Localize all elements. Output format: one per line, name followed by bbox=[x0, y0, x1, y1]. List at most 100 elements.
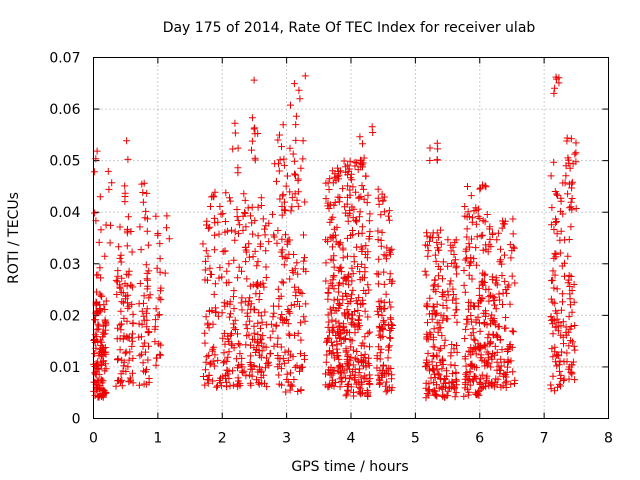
data-point bbox=[283, 255, 291, 262]
data-point bbox=[439, 302, 447, 309]
data-point bbox=[258, 339, 266, 347]
data-point bbox=[479, 181, 486, 189]
data-point bbox=[143, 189, 151, 197]
data-point bbox=[510, 244, 518, 252]
data-point bbox=[366, 343, 373, 351]
data-point bbox=[563, 358, 571, 366]
data-point bbox=[374, 311, 382, 319]
data-point bbox=[469, 376, 477, 384]
data-point bbox=[482, 307, 489, 315]
data-point bbox=[509, 243, 517, 251]
data-point bbox=[215, 230, 223, 238]
data-point bbox=[551, 250, 559, 258]
data-point bbox=[301, 254, 308, 262]
data-point bbox=[449, 285, 457, 293]
data-point bbox=[330, 263, 338, 271]
data-point bbox=[363, 254, 371, 262]
data-point bbox=[351, 329, 359, 337]
data-point bbox=[106, 239, 114, 247]
data-point bbox=[143, 285, 151, 293]
data-point bbox=[433, 392, 441, 400]
data-point bbox=[430, 325, 438, 333]
data-point bbox=[439, 258, 447, 266]
data-point bbox=[572, 158, 580, 166]
plot-frame bbox=[93, 57, 609, 419]
data-point bbox=[383, 378, 391, 386]
data-point bbox=[358, 260, 366, 268]
data-point bbox=[567, 198, 575, 206]
data-point bbox=[120, 314, 128, 322]
data-point bbox=[287, 101, 294, 109]
data-point bbox=[504, 359, 512, 366]
data-point bbox=[440, 342, 448, 350]
data-point bbox=[336, 264, 344, 272]
data-point bbox=[423, 335, 431, 343]
data-point bbox=[557, 306, 565, 314]
data-point bbox=[156, 350, 164, 358]
data-point bbox=[238, 294, 246, 302]
data-point bbox=[269, 210, 276, 218]
data-point bbox=[356, 133, 364, 141]
data-point bbox=[364, 281, 372, 289]
data-point bbox=[358, 229, 366, 237]
data-point bbox=[380, 299, 388, 307]
data-point bbox=[294, 298, 302, 305]
data-point bbox=[135, 333, 143, 341]
data-point bbox=[116, 377, 124, 385]
data-point bbox=[143, 305, 151, 313]
data-point bbox=[101, 306, 109, 313]
data-point bbox=[339, 296, 347, 304]
data-point bbox=[547, 221, 555, 229]
data-point bbox=[234, 383, 242, 391]
data-point bbox=[571, 150, 579, 158]
data-point bbox=[380, 361, 387, 369]
data-point bbox=[97, 342, 105, 349]
data-point bbox=[90, 336, 98, 343]
data-point bbox=[294, 202, 302, 210]
data-point bbox=[296, 367, 303, 375]
data-point bbox=[489, 350, 497, 357]
data-point bbox=[257, 353, 265, 361]
data-point bbox=[373, 307, 381, 315]
data-point bbox=[426, 310, 433, 318]
data-point bbox=[231, 119, 239, 127]
data-point bbox=[468, 218, 476, 226]
data-point bbox=[443, 392, 451, 400]
data-point bbox=[344, 300, 352, 307]
data-point bbox=[129, 310, 137, 318]
data-point bbox=[218, 309, 226, 317]
data-point bbox=[461, 335, 469, 342]
data-point bbox=[547, 172, 555, 180]
data-point bbox=[472, 350, 480, 358]
data-point bbox=[438, 365, 446, 373]
data-point bbox=[285, 330, 293, 338]
data-point bbox=[491, 342, 499, 350]
data-point bbox=[374, 185, 382, 193]
data-point bbox=[322, 277, 330, 285]
data-point bbox=[452, 299, 460, 307]
data-point bbox=[277, 343, 285, 351]
data-point bbox=[479, 269, 487, 277]
data-point bbox=[450, 345, 458, 353]
data-point bbox=[247, 352, 255, 360]
data-point bbox=[155, 294, 163, 302]
data-point bbox=[423, 229, 431, 237]
data-point bbox=[124, 155, 132, 163]
data-point bbox=[502, 286, 510, 293]
data-point bbox=[493, 281, 501, 289]
data-point bbox=[423, 390, 431, 397]
data-point bbox=[239, 226, 247, 234]
data-point bbox=[432, 257, 440, 265]
data-point bbox=[355, 388, 363, 396]
data-point bbox=[254, 331, 262, 338]
data-point bbox=[208, 347, 216, 355]
data-point bbox=[375, 255, 383, 263]
data-point bbox=[571, 322, 579, 329]
data-point bbox=[423, 302, 431, 310]
data-point bbox=[385, 346, 392, 354]
data-point bbox=[125, 334, 133, 342]
data-point bbox=[333, 352, 341, 359]
data-point bbox=[202, 358, 210, 366]
data-point bbox=[285, 308, 293, 315]
data-point bbox=[204, 252, 212, 260]
